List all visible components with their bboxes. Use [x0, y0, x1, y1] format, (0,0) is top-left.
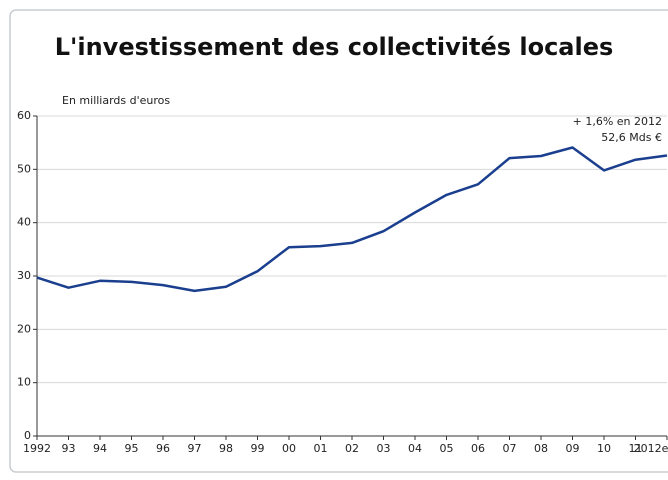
x-tick-label: 10 — [597, 442, 611, 455]
x-tick-label: 06 — [471, 442, 485, 455]
y-tick-label: 30 — [17, 269, 31, 282]
x-tick-label: 04 — [408, 442, 422, 455]
y-tick-label: 10 — [17, 376, 31, 389]
y-tick-label: 0 — [24, 429, 31, 442]
annotation: + 1,6% en 2012 — [573, 115, 662, 128]
x-tick-label: 00 — [282, 442, 296, 455]
x-tick-label: 98 — [219, 442, 233, 455]
x-tick-label: 05 — [440, 442, 454, 455]
x-tick-label: 99 — [251, 442, 265, 455]
x-tick-label: 95 — [125, 442, 139, 455]
annotation: 52,6 Mds € — [601, 131, 662, 144]
x-tick-label: 02 — [345, 442, 359, 455]
y-tick-label: 50 — [17, 162, 31, 175]
x-tick-label: 08 — [534, 442, 548, 455]
frame — [9, 9, 668, 473]
x-tick-label: 97 — [188, 442, 202, 455]
x-tick-label: 2012e — [634, 442, 668, 455]
x-tick-label: 96 — [156, 442, 170, 455]
y-tick-label: 20 — [17, 322, 31, 335]
x-tick-label: 1992 — [23, 442, 51, 455]
line — [36, 146, 668, 293]
x-tick-label: 01 — [314, 442, 328, 455]
y-tick-label: 60 — [17, 109, 31, 122]
x-tick-label: 93 — [62, 442, 76, 455]
x-tick-label: 11 — [629, 442, 643, 455]
y-tick-label: 40 — [17, 216, 31, 229]
x-tick-label: 94 — [93, 442, 107, 455]
y-axis-label: En milliards d'euros — [62, 94, 170, 107]
chart-title: L'investissement des collectivités local… — [55, 33, 614, 61]
x-tick-label: 03 — [377, 442, 391, 455]
x-tick-label: 07 — [503, 442, 517, 455]
x-tick-label: 09 — [566, 442, 580, 455]
